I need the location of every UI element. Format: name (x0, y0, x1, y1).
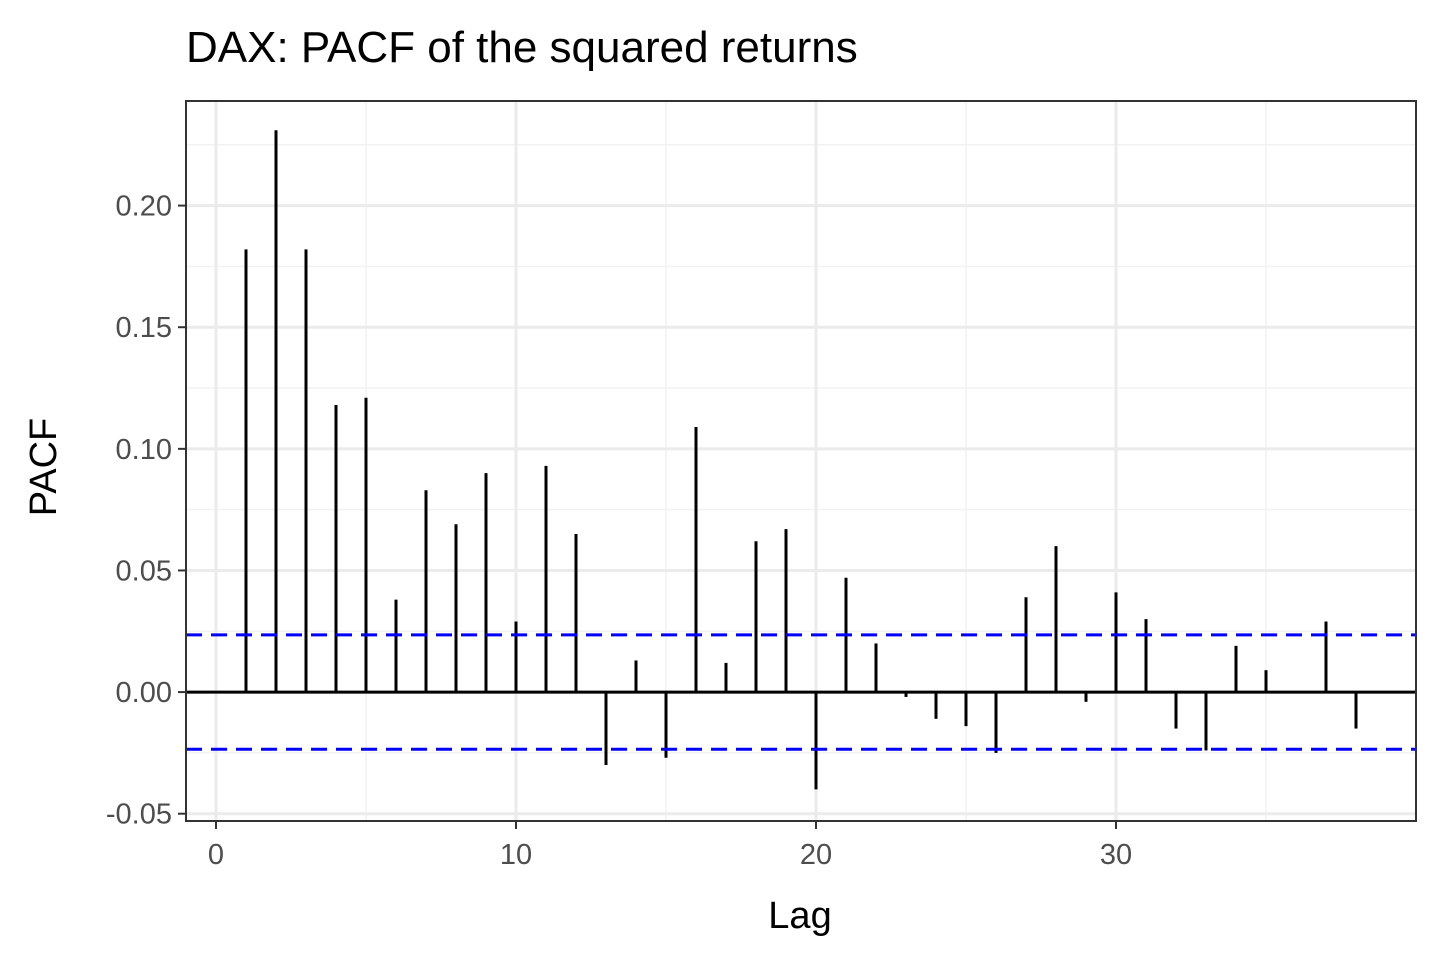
y-tick-label: -0.05 (106, 799, 172, 831)
x-axis-title: Lag (768, 895, 831, 937)
y-tick-label: 0.10 (116, 434, 172, 466)
pacf-bars (244, 130, 1358, 790)
major-gridlines (186, 101, 1416, 821)
y-axis-title: PACF (23, 418, 65, 517)
y-tick-label: 0.05 (116, 555, 172, 587)
y-tick-label: 0.20 (116, 191, 172, 223)
minor-gridlines (186, 101, 1416, 821)
x-tick-label: 10 (500, 839, 532, 871)
x-tick-label: 30 (1100, 839, 1132, 871)
x-tick-label: 0 (208, 839, 224, 871)
confidence-bounds (186, 633, 1416, 751)
y-tick-label: 0.15 (116, 312, 172, 344)
plot-panel-border (185, 100, 1417, 822)
chart-title: DAX: PACF of the squared returns (186, 23, 858, 72)
y-tick-label: 0.00 (116, 677, 172, 709)
y-axis: -0.05 0.00 0.05 0.10 0.15 0.20 (106, 191, 186, 831)
x-axis: 0 10 20 30 (208, 821, 1132, 871)
x-tick-label: 20 (800, 839, 832, 871)
